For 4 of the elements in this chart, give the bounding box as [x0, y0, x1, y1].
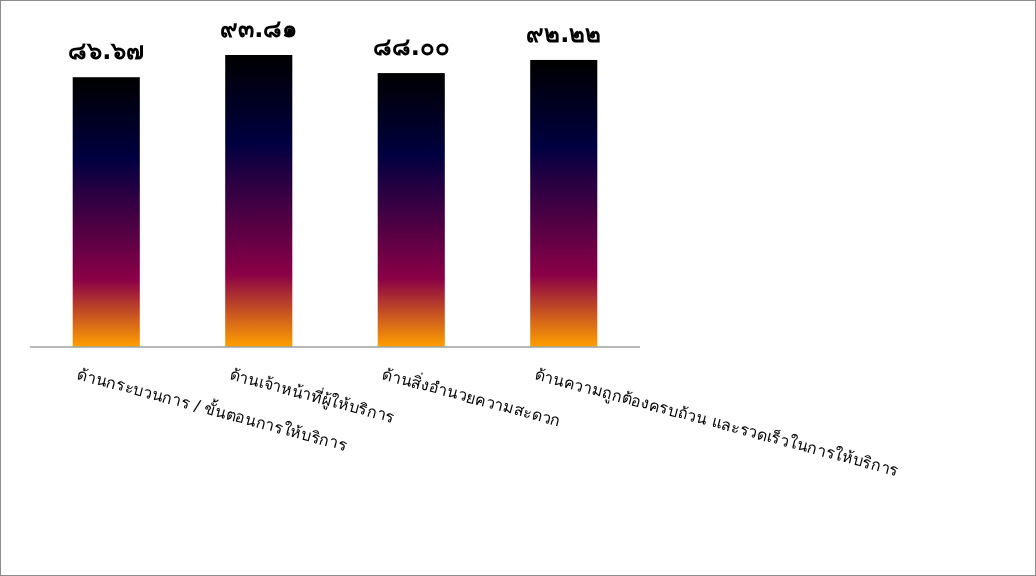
- data-label: ๙๓.๘๑: [220, 15, 298, 43]
- data-label: ๙๒.๒๒: [526, 19, 602, 48]
- data-label: ๘๘.๐๐: [372, 33, 450, 62]
- data-label: ๘๖.๖๗: [68, 37, 145, 66]
